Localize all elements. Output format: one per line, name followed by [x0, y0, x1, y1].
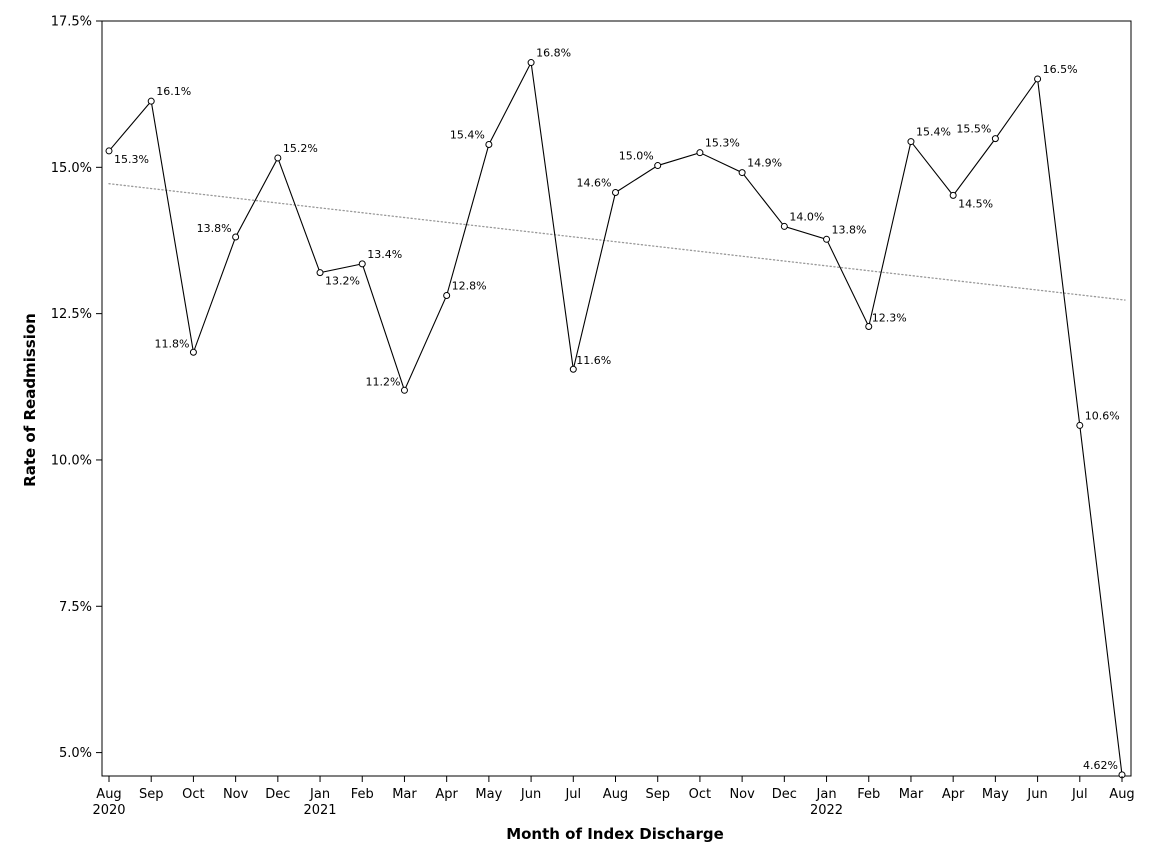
y-tick-label: 5.0%: [59, 746, 92, 761]
x-tick-label: Oct: [182, 787, 204, 802]
x-tick-label: Sep: [645, 787, 670, 802]
data-point: [443, 291, 451, 299]
data-point: [189, 348, 197, 356]
x-year-label: 2020: [92, 803, 125, 818]
data-label: 14.0%: [789, 210, 824, 223]
x-tick-label: Feb: [857, 787, 880, 802]
series-line: [108, 60, 1123, 775]
x-tick-label: Dec: [265, 787, 290, 802]
data-label: 15.4%: [916, 126, 951, 139]
data-label: 11.6%: [576, 354, 611, 367]
data-point: [316, 269, 324, 277]
x-tick-label: Apr: [435, 787, 458, 802]
data-label: 16.1%: [156, 85, 191, 98]
data-label: 15.5%: [956, 123, 991, 136]
x-tick-label: Apr: [942, 787, 965, 802]
x-tick-label: Jun: [1026, 787, 1047, 802]
data-label: 14.9%: [747, 157, 782, 170]
x-tick-label: Aug: [1109, 787, 1134, 802]
data-point: [738, 169, 746, 177]
data-label: 4.62%: [1083, 759, 1118, 772]
data-point: [400, 386, 408, 394]
data-label: 11.2%: [366, 375, 401, 388]
data-point: [358, 260, 366, 268]
x-year-label: 2022: [810, 803, 843, 818]
x-tick-label: Jun: [520, 787, 541, 802]
data-label: 10.6%: [1085, 409, 1120, 422]
data-point: [907, 138, 915, 146]
data-label: 15.3%: [705, 137, 740, 150]
y-tick-label: 15.0%: [51, 161, 92, 176]
x-tick-label: Mar: [392, 787, 417, 802]
data-point: [823, 235, 831, 243]
trend-line: [108, 183, 1126, 301]
data-label: 16.5%: [1043, 63, 1078, 76]
data-label: 15.0%: [619, 150, 654, 163]
x-tick-label: Dec: [772, 787, 797, 802]
data-point: [147, 97, 155, 105]
x-tick-label: Nov: [729, 787, 755, 802]
x-tick-label: Mar: [899, 787, 924, 802]
x-tick-label: Oct: [689, 787, 711, 802]
plot-frame: [101, 20, 1132, 777]
x-tick-label: Sep: [139, 787, 164, 802]
x-tick-label: Jan: [309, 787, 330, 802]
x-tick-label: Aug: [96, 787, 121, 802]
data-label: 16.8%: [536, 47, 571, 60]
x-tick-label: Nov: [223, 787, 249, 802]
data-point: [612, 188, 619, 196]
data-label: 14.5%: [958, 197, 993, 210]
data-point: [274, 154, 282, 162]
data-label: 15.2%: [283, 142, 318, 155]
data-point: [949, 191, 957, 199]
data-label: 14.6%: [577, 176, 612, 189]
x-tick-label: Feb: [351, 787, 374, 802]
data-label: 13.2%: [325, 275, 360, 288]
x-axis-title: Month of Index Discharge: [506, 825, 724, 843]
data-point: [865, 323, 873, 331]
data-point: [780, 222, 788, 230]
data-label: 15.3%: [114, 153, 149, 166]
x-tick-label: Jan: [816, 787, 837, 802]
data-point: [1034, 75, 1042, 83]
data-point: [527, 59, 535, 67]
y-axis-title: Rate of Readmission: [21, 313, 39, 487]
data-label: 11.8%: [154, 337, 189, 350]
data-label: 13.8%: [197, 222, 232, 235]
y-tick-label: 17.5%: [51, 15, 92, 30]
y-tick-label: 12.5%: [51, 307, 92, 322]
data-point: [991, 135, 999, 143]
data-point: [654, 162, 662, 170]
data-point: [569, 365, 577, 373]
data-label: 13.4%: [367, 248, 402, 261]
x-tick-label: Jul: [564, 787, 581, 802]
data-label: 15.4%: [450, 128, 485, 141]
y-tick-label: 7.5%: [59, 600, 92, 615]
data-point: [696, 149, 704, 157]
x-tick-label: May: [475, 787, 502, 802]
x-tick-label: Aug: [603, 787, 628, 802]
data-label: 12.3%: [872, 312, 907, 325]
data-point: [1076, 421, 1084, 429]
data-point: [232, 233, 240, 241]
x-year-label: 2021: [303, 803, 336, 818]
data-point: [105, 147, 113, 155]
x-tick-label: May: [982, 787, 1009, 802]
x-tick-label: Jul: [1071, 787, 1088, 802]
data-point: [485, 140, 493, 148]
y-tick-label: 10.0%: [51, 453, 92, 468]
data-label: 13.8%: [832, 223, 867, 236]
data-label: 12.8%: [452, 279, 487, 292]
